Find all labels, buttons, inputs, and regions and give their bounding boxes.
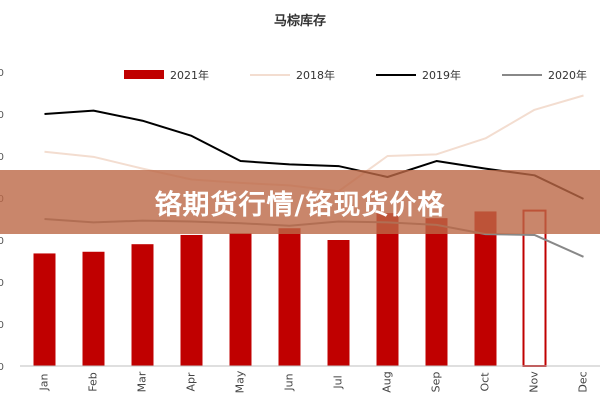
x-tick-label: Jul — [332, 375, 345, 389]
bar — [180, 234, 203, 366]
bars-2021 — [33, 209, 547, 367]
bar — [229, 233, 252, 366]
bar — [425, 218, 448, 366]
bar — [327, 240, 350, 366]
x-axis: Jan Feb Mar Apr May Jun Jul Aug Sep Oct Nov Dec — [20, 365, 600, 393]
x-tick-label: Mar — [136, 371, 149, 392]
x-tick-label: Sep — [430, 372, 443, 393]
y-tick-label: 100 — [0, 278, 4, 289]
legend-label: 2019年 — [422, 68, 461, 82]
x-tick-label: Feb — [87, 372, 100, 391]
x-tick-label: Jun — [283, 373, 296, 391]
x-tick-label: May — [234, 370, 247, 393]
y-tick-label: 0 — [0, 362, 4, 373]
y-tick-label: 350 — [0, 68, 4, 79]
x-tick-label: Oct — [479, 372, 492, 392]
series-line — [44, 109, 584, 200]
y-tick-label: 150 — [0, 236, 4, 247]
banner-title: 铬期货行情/铬现货价格 — [154, 189, 446, 221]
bar — [82, 251, 105, 366]
bar — [131, 244, 154, 366]
chart-title: 马棕库存 — [274, 13, 326, 29]
y-tick-label: 300 — [0, 110, 4, 121]
overlay-banner: 铬期货行情/铬现货价格 — [0, 170, 600, 234]
x-tick-label: Aug — [381, 371, 394, 392]
legend-swatch — [124, 70, 164, 79]
x-tick-label: Apr — [185, 372, 198, 392]
bar — [278, 228, 301, 366]
y-tick-label: 50 — [0, 320, 4, 331]
y-tick-label: 250 — [0, 152, 4, 163]
legend-label: 2020年 — [548, 68, 587, 82]
bar — [376, 213, 399, 366]
x-tick-label: Jan — [38, 373, 51, 391]
bar — [33, 253, 56, 366]
legend-label: 2018年 — [296, 68, 335, 82]
legend: 2021年 2018年 2019年 2020年 — [124, 68, 587, 82]
legend-label: 2021年 — [170, 68, 209, 82]
x-tick-label: Nov — [528, 371, 541, 393]
x-tick-label: Dec — [577, 371, 590, 392]
bar — [474, 211, 497, 366]
